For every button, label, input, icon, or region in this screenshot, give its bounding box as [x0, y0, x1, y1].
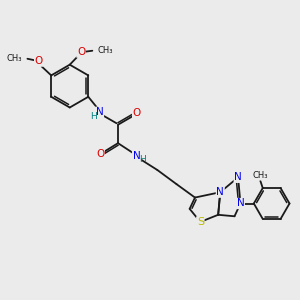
Text: O: O [34, 56, 43, 66]
Text: O: O [96, 149, 104, 160]
Text: O: O [133, 108, 141, 118]
Text: H: H [140, 155, 146, 164]
Text: N: N [133, 151, 140, 160]
Text: O: O [77, 47, 85, 57]
Text: N: N [234, 172, 242, 182]
Text: H: H [90, 112, 96, 121]
Text: CH₃: CH₃ [7, 54, 22, 63]
Text: CH₃: CH₃ [98, 46, 113, 55]
Text: N: N [96, 107, 104, 117]
Text: S: S [197, 217, 204, 227]
Text: N: N [216, 187, 224, 197]
Text: N: N [237, 199, 244, 208]
Text: CH₃: CH₃ [252, 171, 268, 180]
